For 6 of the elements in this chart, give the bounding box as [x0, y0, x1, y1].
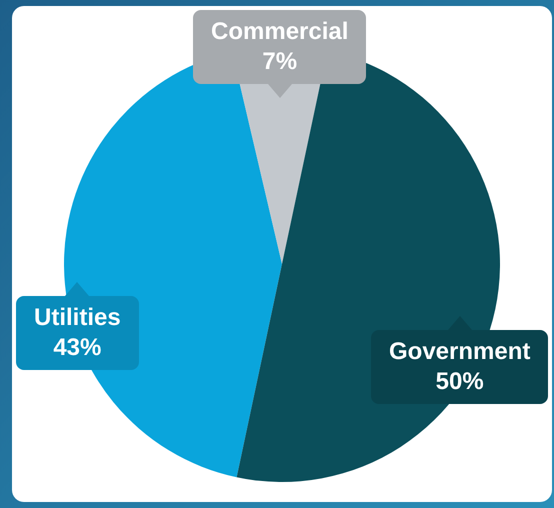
- slice-label: Commercial: [211, 17, 348, 47]
- slice-label: Utilities: [34, 302, 121, 333]
- slice-label: Government: [389, 337, 530, 368]
- data-label: 43%: [52, 332, 102, 363]
- data-label: 50%: [434, 367, 485, 398]
- data-label: 7%: [261, 47, 298, 77]
